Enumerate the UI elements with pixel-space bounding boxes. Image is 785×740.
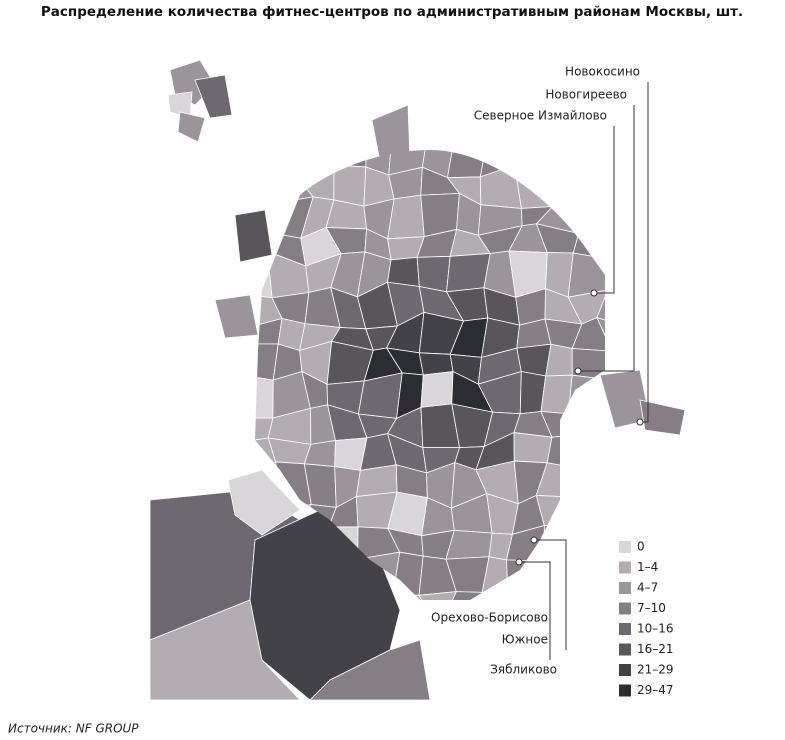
legend-swatch <box>619 623 631 635</box>
district <box>445 529 493 560</box>
legend-label: 0 <box>637 540 645 554</box>
district <box>596 289 605 330</box>
callout-label: Новокосино <box>565 65 640 79</box>
legend-swatch <box>619 684 631 697</box>
legend-swatch <box>619 561 631 574</box>
callout-label: Новогиреево <box>545 88 627 102</box>
district <box>309 639 431 701</box>
callout-label: Орехово-Борисово <box>431 611 548 625</box>
callout-line <box>534 539 567 650</box>
district <box>416 255 451 293</box>
map-title: Распределение количества фитнес-центров … <box>41 4 743 20</box>
legend-label: 4–7 <box>637 581 658 595</box>
legend-swatch <box>619 643 631 656</box>
legend-swatch <box>619 602 631 615</box>
district <box>418 352 454 376</box>
legend-swatch <box>619 582 631 594</box>
callout-label: Северное Измайлово <box>474 109 607 123</box>
legend-swatch <box>619 664 631 676</box>
district <box>446 253 491 293</box>
district <box>214 294 259 339</box>
callout-dot <box>530 536 538 544</box>
callout-dot <box>574 367 582 375</box>
source: Источник: NF GROUP <box>8 722 139 736</box>
district <box>177 111 206 143</box>
district <box>149 599 301 701</box>
legend-swatch <box>619 541 631 553</box>
callout-label: Зябликово <box>490 663 557 677</box>
callout-dot <box>590 289 598 297</box>
legend-label: 7–10 <box>637 601 666 615</box>
district <box>445 591 483 600</box>
callout-label: Южное <box>502 633 548 647</box>
district <box>418 591 457 600</box>
district <box>513 432 553 464</box>
district <box>571 317 605 352</box>
district <box>227 469 301 536</box>
callout-line <box>519 561 551 660</box>
district <box>387 256 420 287</box>
district <box>194 74 233 119</box>
legend-label: 16–21 <box>637 642 674 656</box>
legend: 0 1–4 4–7 7–10 10–16 16–21 21–29 29–47 <box>619 540 674 697</box>
district <box>420 371 454 408</box>
district <box>639 399 686 436</box>
callout-line <box>578 105 635 372</box>
callout-line <box>594 126 615 294</box>
callouts: Новокосино Новогиреево Северное Измайлово О… <box>431 65 649 677</box>
legend-label: 1–4 <box>637 560 658 574</box>
legend-label: 21–29 <box>637 663 674 677</box>
legend-label: 29–47 <box>637 683 674 697</box>
district <box>234 209 273 263</box>
district <box>333 164 367 207</box>
legend-label: 10–16 <box>637 622 674 636</box>
callout-dot <box>515 558 523 566</box>
callout-dot <box>636 418 644 426</box>
